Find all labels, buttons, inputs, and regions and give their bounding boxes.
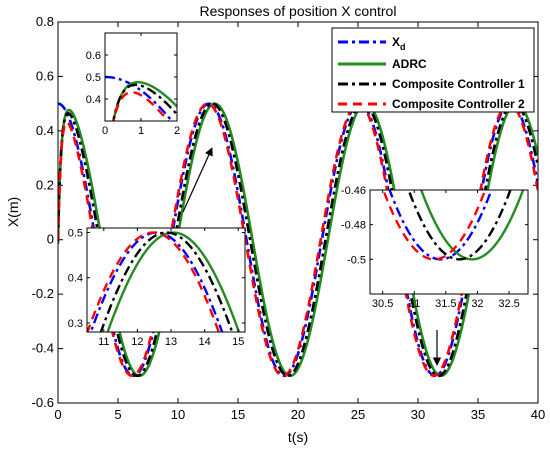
legend: Xd ADRC Composite Controller 1 Composite…: [331, 27, 535, 113]
main-xtick-label: 25: [351, 407, 365, 422]
legend-label-xd: Xd: [392, 35, 406, 52]
inset-peak-xtick-label: 14: [199, 336, 211, 348]
inset-trough-ytick-label: -0.46: [341, 185, 366, 197]
inset-peak-frame: [86, 227, 246, 333]
main-xtick-label: 40: [531, 407, 545, 422]
inset-start-lines-line-xd: [105, 75, 174, 121]
inset-trough-lines-line-xd: [388, 190, 493, 261]
inset-trough-xtick-label: 32: [471, 298, 483, 310]
zoom-arrow-peak: [182, 147, 213, 213]
main-plot-lines-line-xd: [58, 102, 538, 378]
inset-peak-lines-line-cc2: [87, 231, 221, 332]
inset-trough-xtick-label: 32.5: [498, 298, 519, 310]
main-ytick-label: 0.4: [36, 123, 54, 138]
legend-label-xd-main: X: [392, 35, 400, 49]
main-xtick-label: 30: [411, 407, 425, 422]
legend-label-cc2: Composite Controller 2: [392, 97, 525, 111]
inset-peak: 11 12 13 14 15 0.3 0.4 0.5: [68, 227, 246, 348]
main-ytick-label: 0.6: [36, 68, 54, 83]
chart-title: Responses of position X control: [200, 3, 397, 19]
inset-start: 0 1 2 0.4 0.5 0.6: [86, 32, 180, 137]
inset-trough-frame: [369, 189, 529, 295]
inset-peak-xtick-label: 12: [131, 336, 143, 348]
inset-peak-xtick-label: 11: [98, 336, 109, 348]
inset-trough-lines-line-cc1: [407, 190, 512, 261]
inset-trough-xtick-label: 31: [408, 298, 420, 310]
inset-trough: 30.5 31 31.5 32 32.5 -0.5 -0.48 -0.46: [341, 185, 529, 310]
main-plot-lines: [58, 102, 538, 378]
main-plot-lines-line-cc1: [58, 102, 538, 378]
main-plot-lines-line-cc2: [58, 102, 538, 378]
main-ytick-label: 0: [47, 232, 54, 247]
main-xtick-label: 20: [291, 407, 305, 422]
inset-peak-lines-line-xd: [89, 231, 224, 332]
main-plot-frame: [57, 21, 539, 404]
inset-trough-background: [370, 190, 528, 294]
inset-peak-ticks: 11 12 13 14 15 0.3 0.4 0.5: [68, 228, 245, 348]
inset-start-lines-line-cc2: [112, 91, 170, 121]
y-axis-label: X(m): [5, 197, 21, 227]
main-ytick-label: -0.6: [32, 395, 54, 410]
main-xtick-label: 15: [231, 407, 245, 422]
inset-trough-ytick-label: -0.48: [341, 220, 366, 232]
main-xtick-label: 35: [471, 407, 485, 422]
inset-peak-ytick-label: 0.4: [68, 273, 83, 285]
inset-peak-lines-line-adrc: [106, 231, 241, 332]
main-ytick-label: 0.2: [36, 177, 54, 192]
inset-trough-lines-line-adrc: [419, 190, 525, 261]
main-xtick-label: 10: [171, 407, 185, 422]
inset-trough-ytick-label: -0.5: [347, 254, 366, 266]
inset-peak-lines: [87, 231, 241, 332]
inset-start-lines: [105, 75, 177, 121]
inset-peak-ytick-label: 0.3: [68, 318, 83, 330]
inset-peak-xtick-label: 15: [232, 336, 244, 348]
inset-start-ytick-label: 0.4: [86, 94, 101, 106]
inset-trough-xtick-label: 31.5: [435, 298, 456, 310]
main-ytick-label: -0.4: [32, 341, 54, 356]
main-ytick-label: -0.2: [32, 286, 54, 301]
x-axis-label: t(s): [288, 429, 308, 445]
inset-start-ytick-label: 0.5: [86, 72, 101, 84]
inset-trough-lines: [382, 190, 525, 261]
inset-layer: 0 1 20.40.50.611 12 13 14 150.30.40.530.5 31 31.…: [68, 32, 529, 348]
inset-start-ytick-label: 0.6: [86, 50, 101, 62]
inset-start-ticks: 0 1 2 0.4 0.5 0.6: [86, 33, 180, 137]
inset-peak-background: [87, 228, 245, 332]
inset-trough-xtick-label: 30.5: [372, 298, 393, 310]
inset-start-xtick-label: 1: [138, 125, 144, 137]
inset-trough-lines-line-cc2: [382, 190, 487, 261]
legend-label-cc1: Composite Controller 1: [392, 77, 525, 91]
inset-peak-lines-line-cc1: [99, 231, 234, 332]
legend-label-xd-sub: d: [400, 42, 406, 52]
legend-label-adrc: ADRC: [392, 57, 427, 71]
inset-start-xtick-label: 0: [102, 125, 108, 137]
main-xtick-label: 5: [114, 407, 121, 422]
main-axis-ticks: 0 5 10 15 20 25 30 35 40-0.6-0.4-0.200.20.40.60.…: [32, 14, 546, 422]
inset-start-lines-line-cc1: [112, 83, 177, 121]
inset-trough-ticks: 30.5 31 31.5 32 32.5 -0.5 -0.48 -0.46: [341, 185, 528, 310]
main-ytick-label: 0.8: [36, 14, 54, 29]
inset-start-xtick-label: 2: [174, 125, 180, 137]
inset-peak-xtick-label: 13: [165, 336, 177, 348]
inset-peak-ytick-label: 0.5: [68, 228, 83, 240]
main-xtick-label: 0: [54, 407, 61, 422]
